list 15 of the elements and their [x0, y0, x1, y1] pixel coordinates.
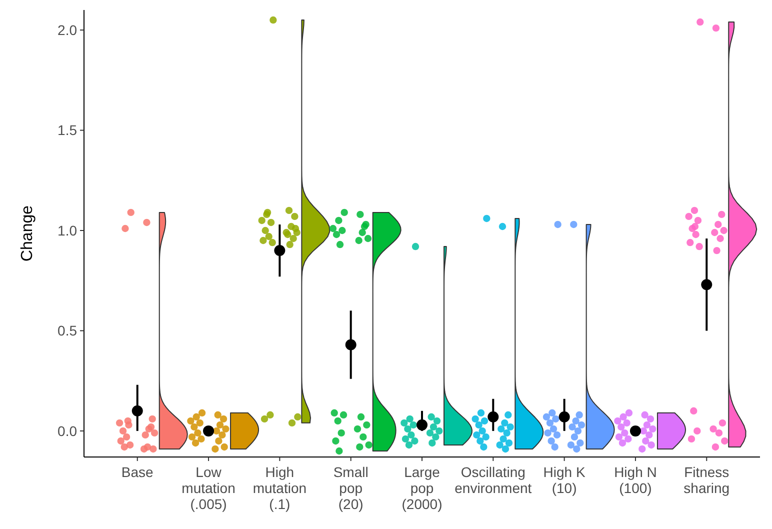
x-tick-label: Small pop (20) [333, 464, 368, 512]
y-tick-label: 0.5 [58, 322, 78, 339]
x-tick-label: Base [121, 464, 154, 480]
y-tick-label: 0.0 [58, 422, 78, 439]
x-tick-label: Low mutation (.005) [182, 464, 236, 512]
y-axis-title: Change [19, 205, 36, 262]
x-tick-label: High mutation (.1) [252, 464, 307, 512]
y-tick-label: 1.0 [58, 222, 78, 238]
x-tick-label: High K (10) [543, 464, 586, 496]
x-tick-label: Large pop (2000) [402, 464, 442, 512]
y-tick-label: 1.5 [58, 122, 78, 138]
x-tick-label: Fitness sharing [684, 464, 730, 496]
y-tick-label: 2.0 [58, 22, 78, 38]
x-tick-label: High N (100) [614, 464, 657, 496]
x-tick-label: Oscillating environment [454, 464, 532, 496]
